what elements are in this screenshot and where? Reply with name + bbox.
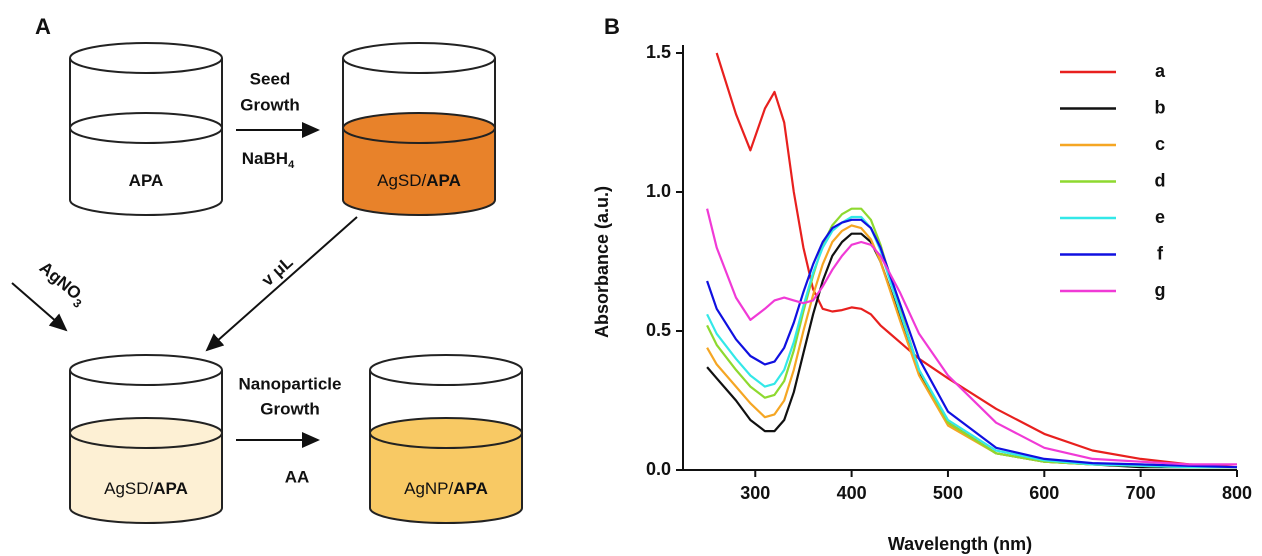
liquid-surface [69, 112, 223, 144]
liquid-surface [69, 417, 223, 449]
y-tick-label: 0.0 [646, 459, 671, 479]
legend-label: g [1155, 280, 1166, 300]
legend-label: e [1155, 207, 1165, 227]
beaker-body [342, 58, 496, 216]
y-axis-label: Absorbance (a.u.) [592, 186, 612, 338]
beaker-label: AgSD/APA [104, 479, 188, 498]
panel-b: B Wavelength (nm) Absorbance (a.u.) 300 4… [592, 14, 1252, 554]
beaker-rim [69, 42, 223, 74]
step-text: Growth [240, 95, 300, 114]
reagent: AgNO3 [33, 258, 90, 311]
label-part: AgSD/ [104, 479, 153, 498]
beaker-label: AgNP/APA [404, 479, 488, 498]
label-part: AgSD/ [377, 171, 426, 190]
x-axis-label: Wavelength (nm) [888, 534, 1032, 554]
panel-a: A Seed Growth NaBH4 v μL AgNO3 Nanoparti… [11, 14, 523, 524]
series-line [706, 207, 1237, 469]
x-tick-label: 400 [837, 483, 867, 503]
liquid-surface [342, 112, 496, 144]
x-tick-label: 300 [740, 483, 770, 503]
beaker-rim [369, 354, 523, 386]
series-line [706, 208, 1237, 466]
liquid-surface [369, 417, 523, 449]
legend-label: c [1155, 134, 1165, 154]
reagent: AA [285, 467, 310, 486]
legend-label: a [1155, 61, 1166, 81]
series-line [706, 218, 1238, 469]
series-line [715, 52, 1238, 469]
step-text: v μL [258, 252, 297, 290]
series-line [706, 215, 1237, 469]
beaker-body [369, 370, 523, 524]
x-tick-label: 700 [1126, 483, 1156, 503]
legend-label: b [1155, 97, 1166, 117]
arrow [205, 216, 358, 352]
beaker-label: APA [129, 171, 164, 190]
x-tick-label: 800 [1222, 483, 1252, 503]
beaker-rim [69, 354, 223, 386]
series-line [706, 232, 1237, 469]
reagent: NaBH4 [242, 149, 295, 170]
beaker-rim [342, 42, 496, 74]
y-tick-label: 0.5 [646, 320, 671, 340]
step-text: Growth [260, 399, 320, 418]
legend-label: f [1157, 243, 1164, 263]
arrow [11, 282, 68, 332]
panel-label: A [35, 14, 51, 39]
step-text: Seed [250, 69, 291, 88]
y-tick-label: 1.0 [646, 181, 671, 201]
label-part: APA [129, 171, 164, 190]
panel-label: B [604, 14, 620, 39]
x-tick-label: 500 [933, 483, 963, 503]
label-part: AgNP/ [404, 479, 453, 498]
label-part: APA [153, 479, 188, 498]
legend-label: d [1155, 170, 1166, 190]
step-text: Nanoparticle [239, 374, 342, 393]
beaker-body [69, 370, 223, 524]
x-tick-label: 600 [1029, 483, 1059, 503]
label-part: APA [426, 171, 461, 190]
y-tick-label: 1.5 [646, 42, 671, 62]
beaker-body [69, 58, 223, 216]
label-part: APA [453, 479, 488, 498]
beaker-label: AgSD/APA [377, 171, 461, 190]
